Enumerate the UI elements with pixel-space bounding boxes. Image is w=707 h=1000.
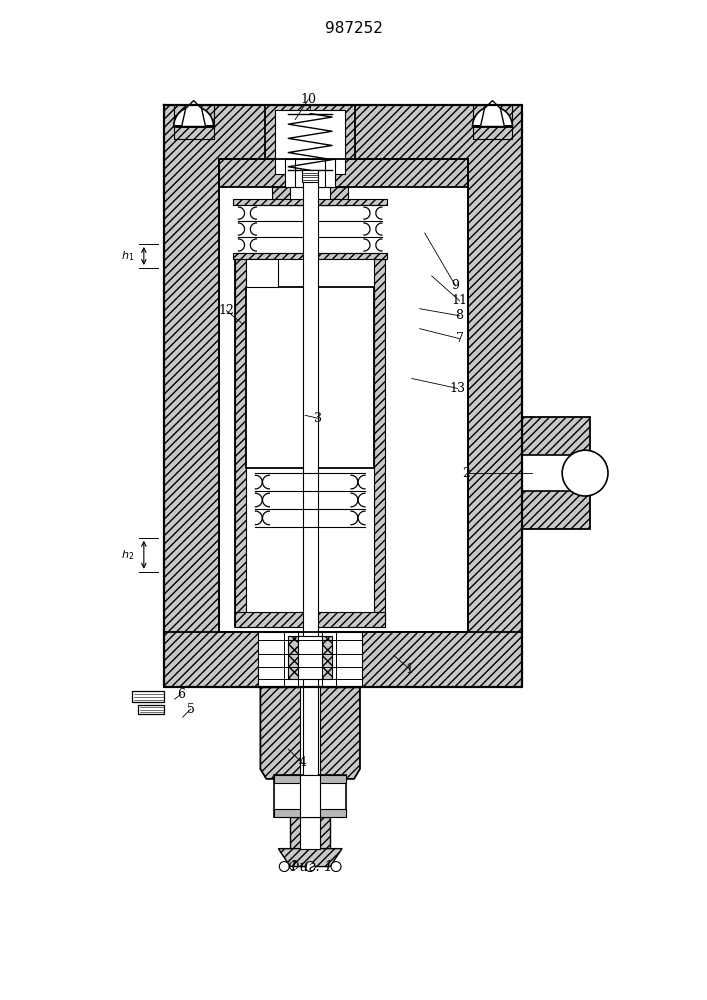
Text: 6: 6 bbox=[177, 688, 185, 701]
Bar bbox=[303, 179, 317, 795]
Bar bbox=[274, 775, 346, 783]
Bar bbox=[132, 691, 164, 702]
Text: 9: 9 bbox=[452, 279, 460, 292]
Bar bbox=[291, 817, 330, 849]
Bar bbox=[233, 253, 387, 259]
Text: 1: 1 bbox=[406, 663, 414, 676]
Text: 3: 3 bbox=[314, 412, 322, 425]
Bar bbox=[233, 199, 387, 205]
Text: 10: 10 bbox=[300, 93, 316, 106]
Bar bbox=[522, 455, 580, 491]
Text: 12: 12 bbox=[218, 304, 235, 317]
Bar bbox=[235, 259, 385, 627]
Circle shape bbox=[305, 862, 315, 872]
Bar bbox=[235, 612, 385, 627]
Bar bbox=[174, 105, 214, 139]
Bar bbox=[300, 775, 320, 817]
Text: 11: 11 bbox=[452, 294, 467, 307]
Bar bbox=[275, 110, 345, 174]
Bar bbox=[218, 159, 467, 187]
Bar bbox=[235, 259, 247, 627]
Circle shape bbox=[279, 862, 289, 872]
Text: 2: 2 bbox=[462, 467, 470, 480]
Polygon shape bbox=[481, 101, 504, 126]
Bar bbox=[138, 705, 164, 714]
Bar bbox=[272, 187, 348, 205]
Bar bbox=[285, 159, 335, 187]
Bar bbox=[164, 632, 522, 687]
Polygon shape bbox=[522, 417, 590, 529]
Bar bbox=[265, 105, 355, 179]
Bar bbox=[472, 105, 513, 139]
Bar bbox=[374, 259, 385, 627]
Polygon shape bbox=[472, 107, 513, 126]
Bar bbox=[247, 259, 279, 287]
Bar bbox=[218, 159, 467, 632]
Bar bbox=[247, 287, 374, 468]
Bar bbox=[288, 636, 332, 679]
Text: Фиг. 1: Фиг. 1 bbox=[288, 860, 333, 874]
Bar bbox=[291, 187, 330, 205]
Polygon shape bbox=[279, 849, 342, 867]
Text: 13: 13 bbox=[450, 382, 466, 395]
Bar bbox=[274, 809, 346, 817]
Bar bbox=[298, 636, 322, 679]
Bar bbox=[300, 817, 320, 849]
Bar bbox=[274, 775, 346, 817]
Bar bbox=[164, 105, 522, 687]
Polygon shape bbox=[260, 687, 360, 779]
Circle shape bbox=[562, 450, 608, 496]
Bar bbox=[296, 159, 325, 187]
Circle shape bbox=[331, 862, 341, 872]
Text: 8: 8 bbox=[455, 309, 464, 322]
Text: $h_1$: $h_1$ bbox=[121, 249, 134, 263]
Polygon shape bbox=[174, 107, 214, 126]
Text: 987252: 987252 bbox=[325, 21, 383, 36]
Bar bbox=[258, 632, 362, 687]
Polygon shape bbox=[182, 101, 206, 126]
Text: 4: 4 bbox=[298, 756, 306, 769]
Text: 7: 7 bbox=[455, 332, 464, 345]
Bar bbox=[300, 687, 320, 779]
Text: 5: 5 bbox=[187, 703, 194, 716]
Bar bbox=[302, 170, 318, 182]
Text: $h_2$: $h_2$ bbox=[121, 548, 134, 562]
